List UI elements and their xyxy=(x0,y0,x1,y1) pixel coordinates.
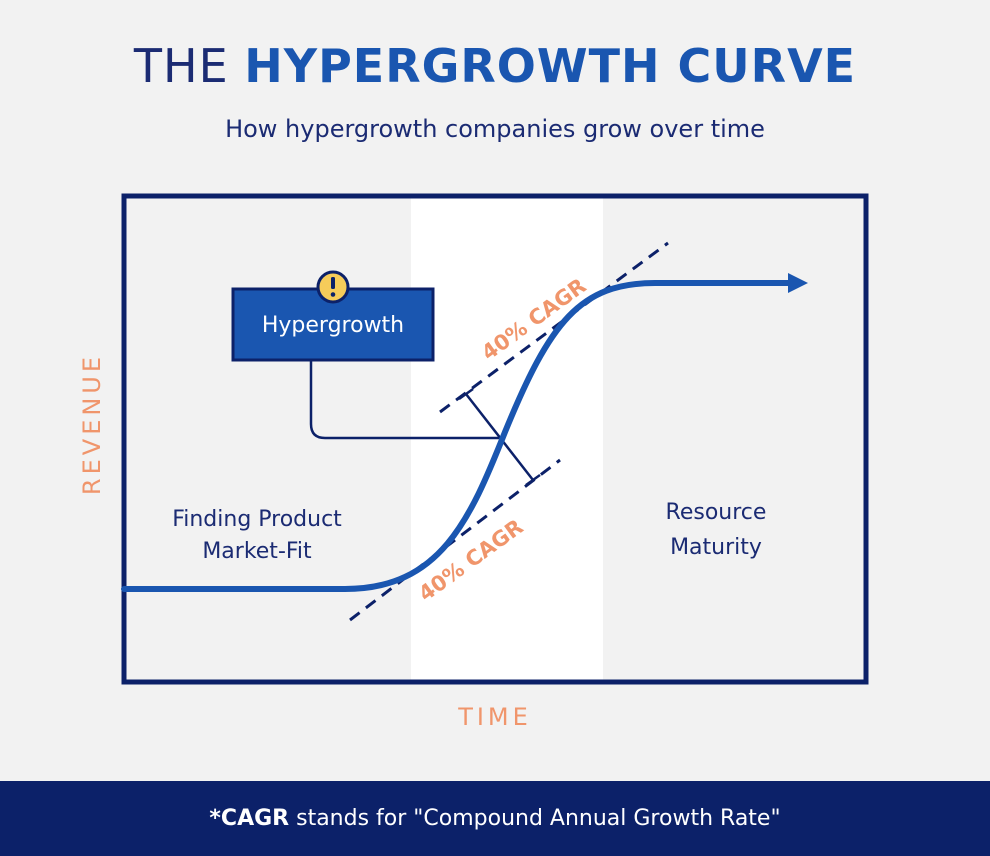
footer-note: *CAGR stands for "Compound Annual Growth… xyxy=(0,781,990,856)
curve-arrowhead xyxy=(788,273,808,293)
left-phase-line1: Finding Product xyxy=(172,507,342,532)
y-axis-label: REVENUE xyxy=(78,353,106,495)
x-axis-label: TIME xyxy=(457,703,532,731)
hypergrowth-diagram: Hypergrowth 40% CAGR 40% CAGR Finding Pr… xyxy=(78,193,869,731)
growth-curve xyxy=(121,280,798,592)
right-phase-line2: Maturity xyxy=(670,535,762,560)
dimension-cap-bottom xyxy=(525,473,541,487)
callout-connector xyxy=(309,360,500,440)
footer-definition: stands for "Compound Annual Growth Rate" xyxy=(289,806,781,831)
title-light: THE xyxy=(133,39,229,93)
page-title: THE HYPERGROWTH CURVE xyxy=(0,36,990,96)
upper-tangent-line xyxy=(439,241,669,414)
footer-term: *CAGR xyxy=(209,806,290,831)
title-bold: HYPERGROWTH CURVE xyxy=(244,39,857,93)
page-subtitle: How hypergrowth companies grow over time xyxy=(225,115,765,143)
dimension-cap-top xyxy=(458,387,474,401)
callout-label: Hypergrowth xyxy=(262,313,404,338)
lower-tangent-line xyxy=(349,458,561,622)
left-phase-line2: Market-Fit xyxy=(202,539,312,564)
exclamation-icon xyxy=(316,270,350,304)
chart-frame xyxy=(121,193,869,685)
right-phase-line1: Resource xyxy=(666,500,767,525)
